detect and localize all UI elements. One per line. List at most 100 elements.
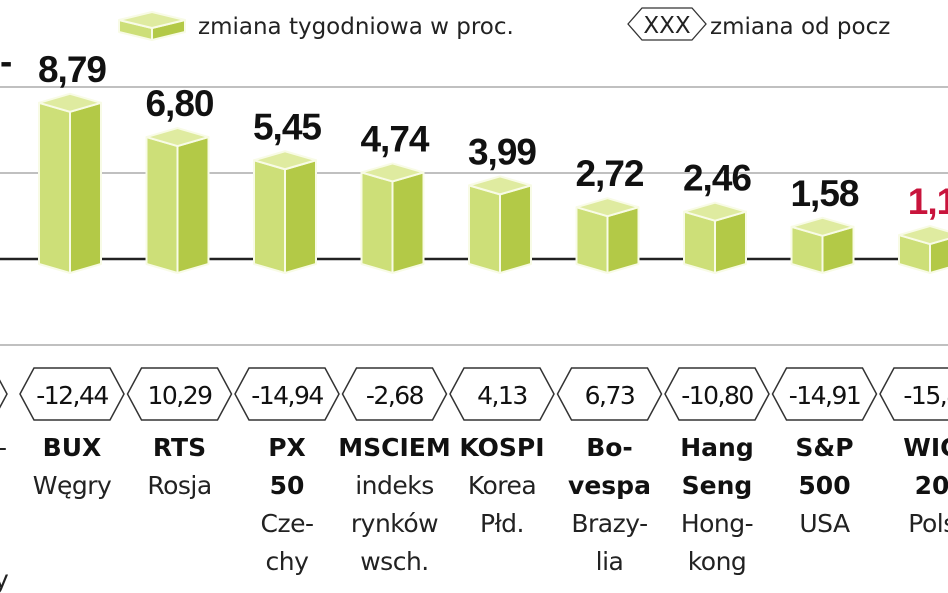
bar-face [145, 136, 179, 274]
value-label: 1,58 [790, 173, 858, 214]
legend-label: zmiana tygodniowa w proc. [198, 14, 514, 40]
bar [38, 92, 102, 274]
category-name: Hang [680, 433, 754, 462]
bar [145, 127, 210, 274]
bar [898, 225, 948, 274]
category-name: Seng [682, 471, 753, 500]
bar-face [575, 206, 609, 274]
bar-face [118, 11, 186, 29]
category-subtitle: Płd. [480, 509, 524, 538]
value-label: 8,79 [38, 49, 106, 90]
ytd-badge-text: -10,80 [681, 381, 753, 410]
ytd-badge [449, 367, 555, 421]
category-subtitle: indeks [355, 471, 434, 500]
value-label: 1,1 [908, 181, 948, 222]
category-name: 500 [798, 471, 850, 500]
category-subtitle: USA [799, 509, 850, 538]
ytd-badge [126, 367, 233, 421]
value-label: 4,74 [360, 118, 429, 159]
bar-face [898, 225, 948, 246]
ytd-badge-text: -12,44 [36, 381, 108, 410]
ytd-badge [879, 367, 948, 421]
ytd-badge-text: -14,91 [789, 381, 861, 410]
legend-hexagon-text: XXX [643, 13, 691, 39]
bar-face [683, 201, 747, 222]
ytd-badge [556, 367, 663, 421]
category-name: 50 [270, 471, 305, 500]
bar-face [69, 101, 102, 274]
bar-face [145, 127, 210, 148]
category-name: PX [268, 433, 306, 462]
value-label: 2,72 [575, 153, 643, 194]
legend-cube-icon [118, 11, 186, 41]
bar [683, 201, 747, 274]
value-label: 6,80 [145, 83, 213, 124]
bar-face [468, 184, 501, 274]
category-subtitle: rynków [351, 509, 438, 538]
bar [575, 197, 640, 274]
category-name: KOSPI [459, 433, 544, 462]
value-label: 3,99 [468, 131, 536, 172]
bar-face [683, 210, 716, 274]
bar-face [38, 92, 102, 113]
category-name: MSCIEM [338, 433, 451, 462]
category-subtitle: Brazy- [571, 509, 647, 538]
category-subtitle: Cze- [261, 509, 314, 538]
legend-hexagon-icon [627, 7, 707, 41]
value-label: 5,45 [253, 106, 321, 147]
category-name: BUX [43, 433, 102, 462]
bar-face [499, 184, 532, 274]
bar-face [790, 216, 855, 237]
value-label: 2,46 [683, 158, 751, 199]
category-subtitle: chy [266, 547, 310, 576]
ytd-badge [341, 367, 448, 421]
bar [253, 150, 317, 274]
bar-face [929, 237, 948, 274]
category-name: WIG [903, 433, 948, 462]
bar-face [38, 101, 71, 274]
bar [790, 216, 855, 274]
bar-face [284, 159, 317, 274]
ytd-badge [771, 367, 878, 421]
label-fragment: y [0, 565, 9, 593]
bar-face [575, 197, 640, 218]
ytd-badge-text: -15,8 [903, 381, 948, 410]
bar-face [391, 171, 425, 274]
ytd-badge-text: 10,29 [147, 381, 212, 410]
ytd-badge-text: -2,68 [366, 381, 424, 410]
badge-fragment [0, 379, 8, 409]
category-name: vespa [568, 471, 651, 500]
category-name: Bo- [586, 433, 633, 462]
tick-mark-fragment: - [0, 41, 11, 82]
category-name: RTS [153, 433, 206, 462]
bar [468, 175, 532, 274]
category-subtitle: wsch. [360, 547, 429, 576]
ytd-badge [664, 367, 770, 421]
category-subtitle: kong [688, 547, 747, 576]
bar-face [360, 162, 425, 183]
category-subtitle: Hong- [681, 509, 753, 538]
ytd-badge-text: 4,13 [477, 381, 527, 410]
bar-face [253, 150, 317, 171]
legend-label: zmiana od pocz [710, 14, 890, 40]
ytd-badge-text: -14,94 [251, 381, 323, 410]
category-name: S&P [795, 433, 853, 462]
label-fragment: - [0, 433, 7, 462]
ytd-badge [19, 367, 125, 421]
bar [360, 162, 425, 274]
category-subtitle: Pols [908, 509, 948, 538]
ytd-badge [234, 367, 340, 421]
bar-face [360, 171, 394, 274]
bar-face [714, 210, 747, 274]
bar-face [606, 206, 640, 274]
category-name: 20 [915, 471, 948, 500]
bar-face [468, 175, 532, 196]
category-subtitle: Korea [468, 471, 536, 500]
bar-face [253, 159, 286, 274]
category-subtitle: lia [596, 547, 624, 576]
category-subtitle: Węgry [33, 471, 112, 500]
category-subtitle: Rosja [147, 471, 211, 500]
ytd-badge-text: 6,73 [585, 381, 635, 410]
bar-face [176, 136, 210, 274]
